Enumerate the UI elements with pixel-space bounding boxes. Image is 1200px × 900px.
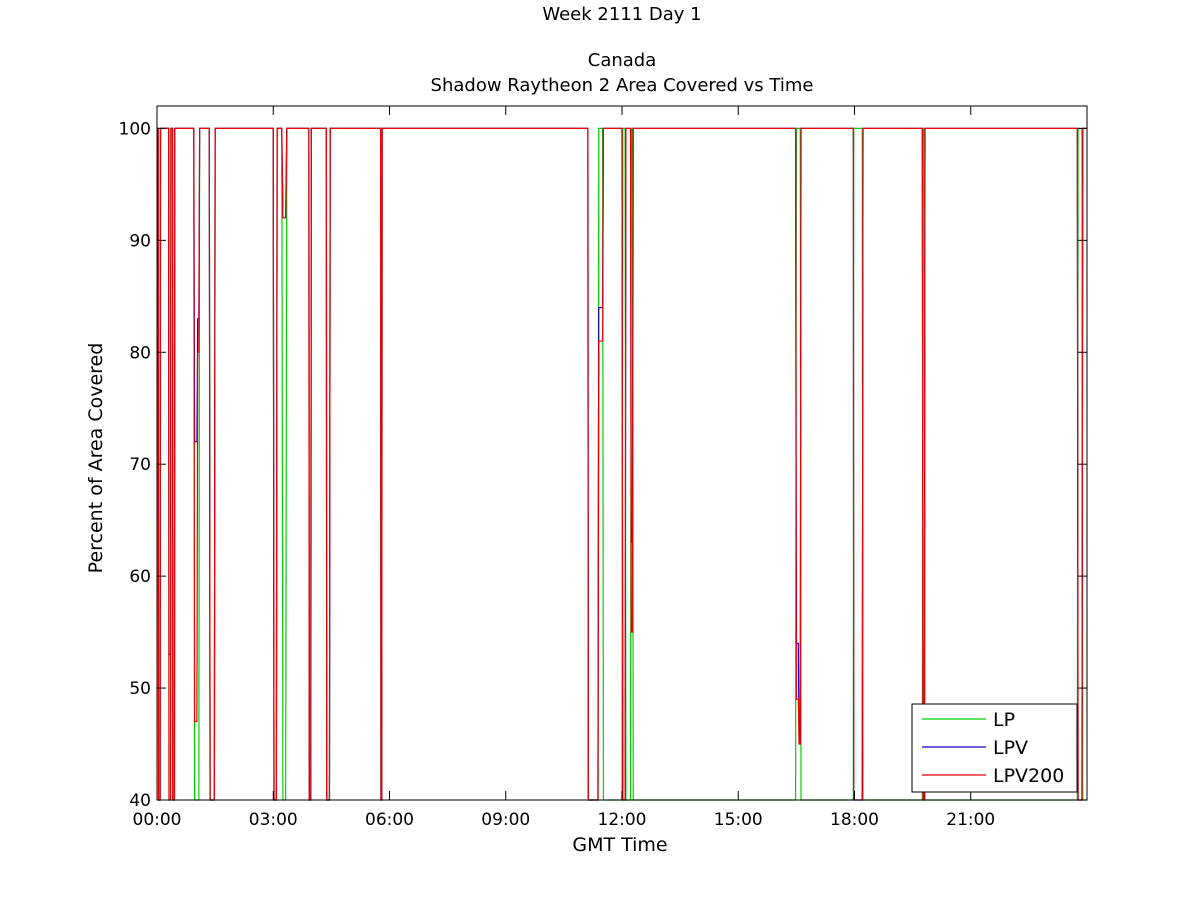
chart-title-line-2: Canada: [588, 50, 657, 71]
y-axis-ticks: 40 50 60 70 80 90 100: [119, 119, 1087, 811]
y-tick-label: 100: [119, 119, 151, 139]
chart-title-line-1: Week 2111 Day 1: [542, 4, 701, 25]
y-tick-label: 50: [129, 679, 151, 699]
series-layer: [157, 127, 1087, 801]
x-axis-ticks: 00:00 03:00 06:00 09:00 12:00 15:00 18:00 21:00: [133, 106, 995, 830]
y-tick-label: 90: [129, 231, 151, 251]
legend-label-lpv200: LPV200: [993, 765, 1064, 787]
x-tick-label: 09:00: [481, 810, 530, 830]
legend-label-lpv: LPV: [993, 737, 1028, 759]
series-line-lpv200: [157, 127, 1087, 801]
y-tick-label: 80: [129, 343, 151, 363]
legend: LP LPV LPV200: [911, 703, 1078, 793]
y-tick-label: 60: [129, 567, 151, 587]
x-tick-label: 03:00: [249, 810, 298, 830]
x-axis-label: GMT Time: [572, 834, 667, 856]
x-tick-label: 21:00: [946, 810, 995, 830]
x-tick-label: 18:00: [830, 810, 879, 830]
x-tick-label: 06:00: [365, 810, 414, 830]
y-axis-label: Percent of Area Covered: [85, 343, 107, 574]
y-tick-label: 70: [129, 455, 151, 475]
x-tick-label: 15:00: [714, 810, 763, 830]
chart-title-line-3: Shadow Raytheon 2 Area Covered vs Time: [431, 75, 814, 96]
plot-area: 00:00 03:00 06:00 09:00 12:00 15:00 18:00 21:00…: [119, 105, 1088, 830]
x-tick-label: 12:00: [598, 810, 647, 830]
y-tick-label: 40: [129, 791, 151, 811]
x-tick-label: 00:00: [133, 810, 182, 830]
legend-label-lp: LP: [993, 709, 1015, 731]
